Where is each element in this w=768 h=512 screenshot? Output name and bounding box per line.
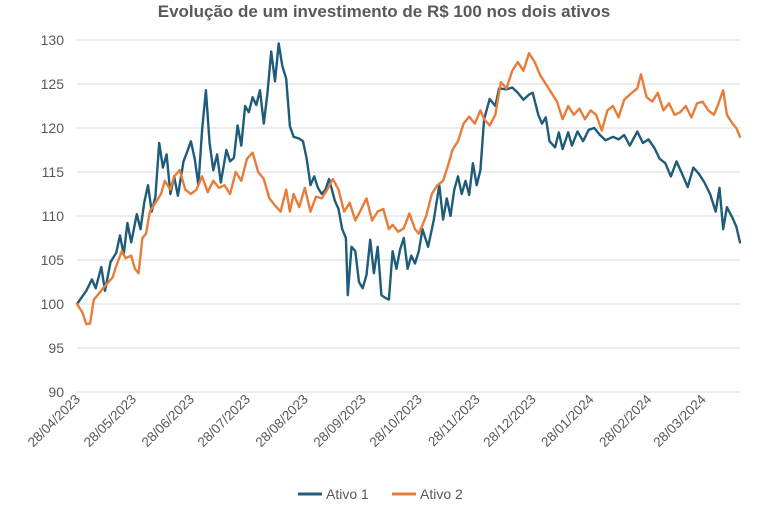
y-tick-label: 100 [41,296,65,312]
y-tick-label: 125 [41,76,65,92]
y-tick-label: 130 [41,32,65,48]
x-tick-label: 28/08/2023 [253,392,311,450]
x-tick-label: 28/12/2023 [480,392,538,450]
legend-label: Ativo 2 [420,486,463,502]
x-tick-label: 28/05/2023 [81,392,139,450]
x-tick-label: 28/02/2024 [596,391,655,450]
series-line-ativo-2 [75,52,742,326]
x-tick-label: 28/10/2023 [367,392,425,450]
y-axis-ticks: 90 95 100 105 110 115 120 125 130 [41,32,65,400]
legend-label: Ativo 1 [326,486,369,502]
y-tick-label: 90 [48,384,64,400]
x-tick-label: 28/01/2024 [538,391,597,450]
legend: Ativo 1 Ativo 2 [298,486,463,502]
x-tick-label: 28/11/2023 [425,392,483,450]
series-lines [75,42,742,326]
chart-title: Evolução de um investimento de R$ 100 no… [157,2,611,21]
y-tick-label: 115 [42,164,65,180]
x-tick-label: 28/07/2023 [195,392,253,450]
x-tick-label: 28/06/2023 [139,392,197,450]
x-tick-label: 28/04/2023 [25,392,83,450]
y-tick-label: 120 [41,120,65,136]
x-tick-label: 28/09/2023 [310,392,368,450]
y-tick-label: 110 [42,208,65,224]
y-tick-label: 95 [48,340,64,356]
series-line-ativo-1 [75,42,742,306]
y-tick-label: 105 [41,252,65,268]
x-tick-label: 28/03/2024 [650,391,709,450]
